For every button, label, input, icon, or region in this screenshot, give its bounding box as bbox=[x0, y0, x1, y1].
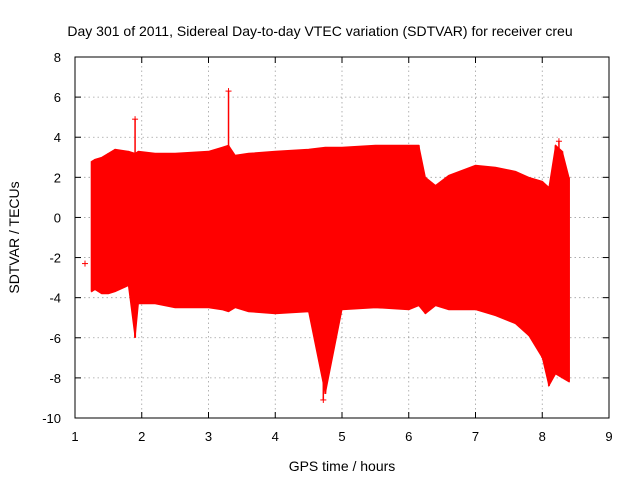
x-tick-label: 6 bbox=[405, 429, 412, 444]
y-tick-label: -2 bbox=[49, 251, 61, 266]
x-tick-label: 8 bbox=[539, 429, 546, 444]
y-tick-label: 2 bbox=[54, 170, 61, 185]
series-band-sdtvar bbox=[91, 144, 570, 394]
axis-ticks: 1 2 3 4 5 6 7 8 9 8 6 4 2 0 -2 -4 -6 -8 -10 bbox=[42, 50, 612, 444]
y-tick-label: 0 bbox=[54, 210, 61, 225]
y-tick-label: -4 bbox=[49, 291, 61, 306]
y-tick-label: -8 bbox=[49, 371, 61, 386]
y-tick-label: 6 bbox=[54, 90, 61, 105]
y-tick-label: -10 bbox=[42, 411, 61, 426]
x-tick-label: 9 bbox=[605, 429, 612, 444]
y-tick-label: 8 bbox=[54, 50, 61, 65]
data-layer bbox=[82, 88, 570, 403]
x-axis-label: GPS time / hours bbox=[289, 458, 396, 474]
x-tick-label: 4 bbox=[272, 429, 279, 444]
x-tick-label: 3 bbox=[205, 429, 212, 444]
x-tick-label: 1 bbox=[71, 429, 78, 444]
y-axis-label: SDTVAR / TECUs bbox=[6, 181, 22, 293]
chart-title: Day 301 of 2011, Sidereal Day-to-day VTE… bbox=[67, 23, 572, 39]
x-tick-label: 2 bbox=[138, 429, 145, 444]
y-tick-label: 4 bbox=[54, 130, 61, 145]
y-tick-label: -6 bbox=[49, 331, 61, 346]
x-tick-label: 5 bbox=[338, 429, 345, 444]
x-tick-label: 7 bbox=[472, 429, 479, 444]
